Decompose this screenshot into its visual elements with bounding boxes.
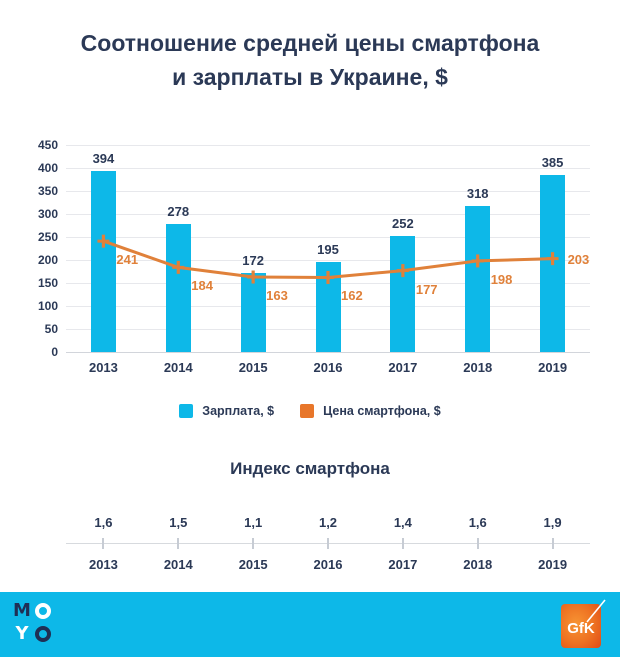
index-year-label: 2017 (388, 557, 418, 572)
moyo-o-navy-ring-icon (35, 626, 51, 642)
index-tick-icon (327, 538, 329, 549)
x-tick-label: 2014 (163, 360, 193, 375)
index-tick-icon (252, 538, 255, 549)
x-tick-label: 2013 (88, 360, 118, 375)
index-value-label: 1,9 (543, 515, 562, 530)
chart-legend: Зарплата, $ Цена смартфона, $ (0, 404, 620, 418)
x-tick-label: 2019 (538, 360, 568, 375)
gfk-label: GfK (567, 620, 595, 637)
page-title: Соотношение средней цены смартфона и зар… (0, 26, 620, 94)
bar-value-label: 318 (466, 185, 489, 201)
gridline (66, 214, 590, 215)
moyo-letter-y: Y (15, 623, 29, 644)
index-value-label: 1,1 (244, 515, 263, 530)
index-value-label: 1,4 (393, 515, 412, 530)
bar-value-label: 385 (541, 154, 564, 170)
index-values-row: 1,6 1,5 1,1 1,2 1,4 1,6 1,9 (66, 515, 590, 530)
salary-bar (390, 236, 416, 352)
gfk-logo: GfK (561, 599, 606, 648)
index-value-label: 1,2 (318, 515, 338, 530)
gfk-box (561, 604, 601, 648)
salary-bar (90, 170, 116, 352)
moyo-logo: M Y (13, 601, 52, 644)
moyo-o-white-ring-icon (35, 603, 51, 619)
bar-value-label: 172 (242, 252, 264, 268)
index-tick-icon (476, 538, 479, 549)
line-value-label: 177 (415, 281, 438, 297)
gridline (66, 260, 590, 261)
line-value-label: 184 (191, 278, 213, 294)
index-tick-icon (551, 538, 554, 549)
gridline (66, 237, 590, 238)
index-value-label: 1,6 (94, 515, 113, 530)
gridline (66, 168, 590, 169)
line-value-label: 162 (341, 288, 363, 304)
x-tick-label: 2017 (388, 360, 418, 375)
price-swatch-icon (300, 404, 315, 418)
index-year-label: 2015 (238, 557, 268, 572)
moyo-letter-m: M (13, 600, 31, 621)
index-year-label: 2016 (313, 557, 343, 572)
page-title-line2: и зарплаты в Украине, $ (172, 64, 448, 90)
index-year-label: 2014 (163, 557, 193, 572)
index-value-label: 1,6 (468, 515, 487, 530)
line-value-label: 198 (490, 271, 513, 287)
legend-item-price: Цена смартфона, $ (300, 404, 441, 418)
y-tick-label: 50 (44, 322, 58, 336)
footer-bar: M Y GfK (0, 592, 620, 657)
index-tick-icon (102, 538, 105, 549)
index-years-row: 2013 2014 2015 2016 2017 2018 2019 (66, 557, 590, 572)
y-tick-label: 100 (37, 299, 58, 313)
index-year-label: 2018 (463, 557, 493, 572)
index-year-label: 2019 (538, 557, 568, 572)
x-tick-label: 2015 (238, 360, 268, 375)
legend-item-price-label: Цена смартфона, $ (323, 404, 441, 418)
salary-bar (165, 224, 191, 352)
price-line (97, 234, 559, 284)
index-year-label: 2013 (88, 557, 118, 572)
y-tick-label: 300 (37, 207, 58, 221)
gridline (66, 352, 590, 353)
y-tick-label: 400 (37, 161, 58, 175)
plot-area: 394 278 172 195 252 318 385 241 184 163 162 177 198 2… (66, 145, 590, 353)
x-axis-labels: 2013 2014 2015 2016 2017 2018 2019 (66, 360, 590, 375)
y-tick-label: 150 (37, 276, 58, 290)
gridline (66, 145, 590, 146)
line-value-label: 163 (266, 288, 288, 304)
page-title-line1: Соотношение средней цены смартфона (80, 30, 540, 56)
line-value-label: 203 (567, 251, 590, 267)
y-tick-label: 200 (37, 253, 58, 267)
y-tick-label: 250 (37, 230, 58, 244)
x-tick-label: 2018 (463, 360, 493, 375)
index-tick-icon (401, 538, 404, 549)
salary-swatch-icon (179, 404, 194, 418)
y-tick-label: 450 (37, 138, 58, 152)
index-axis-line (66, 538, 590, 549)
y-tick-label: 0 (51, 345, 58, 359)
bar-value-label: 252 (391, 216, 414, 232)
legend-item-salary: Зарплата, $ (179, 404, 274, 418)
bar-value-label: 394 (92, 150, 115, 166)
salary-bar (240, 272, 266, 352)
line-value-label: 241 (116, 252, 139, 268)
y-axis-labels: 450 400 350 300 250 200 150 100 50 0 (0, 138, 58, 359)
gridline (66, 191, 590, 192)
gfk-spark-icon (586, 599, 606, 623)
salary-bar (465, 205, 491, 352)
index-value-label: 1,5 (169, 515, 188, 530)
index-tick-icon (177, 538, 180, 549)
y-tick-label: 350 (37, 184, 58, 198)
bar-value-label: 195 (317, 242, 339, 258)
x-tick-label: 2016 (313, 360, 343, 375)
bar-value-label: 278 (167, 204, 190, 220)
legend-item-salary-label: Зарплата, $ (202, 404, 275, 418)
index-section-title: Индекс смартфона (230, 459, 390, 478)
